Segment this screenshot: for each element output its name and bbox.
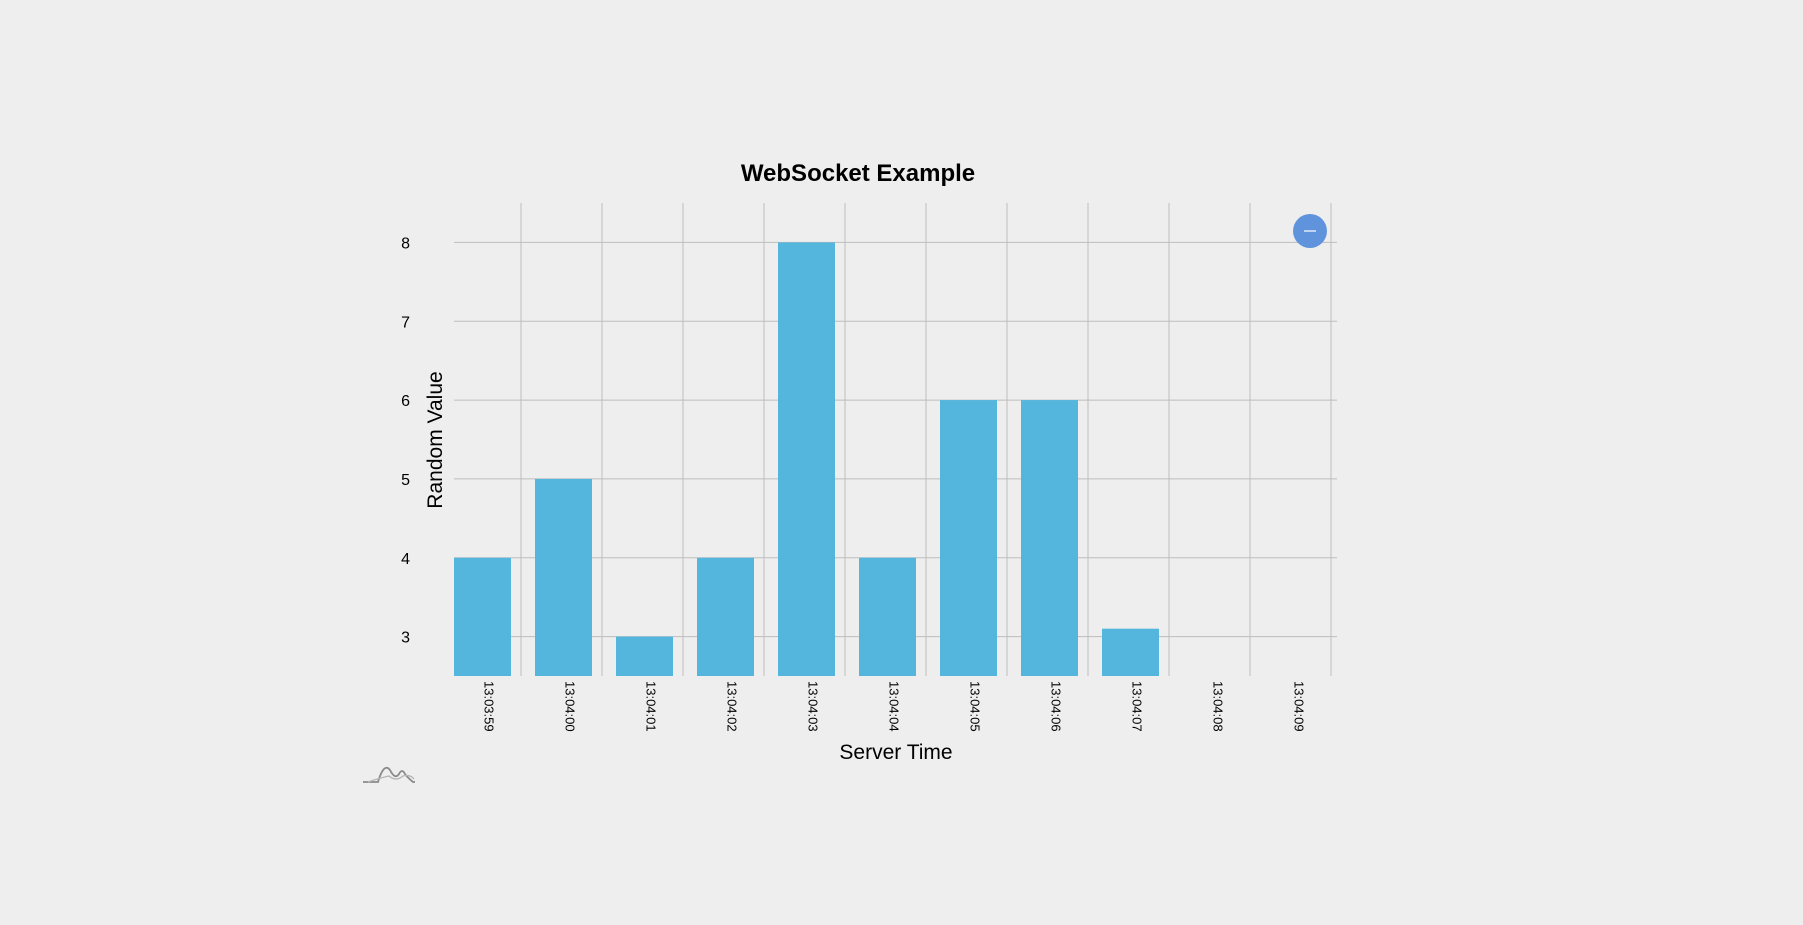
x-tick-label: 13:04:03 (806, 681, 821, 732)
bar-13:04:03[interactable] (778, 242, 835, 676)
y-axis-ticks: 3 4 5 6 7 8 (401, 235, 410, 646)
x-tick-label: 13:04:04 (887, 681, 902, 732)
chart-title: WebSocket Example (741, 160, 975, 187)
x-tick-label: 13:04:01 (644, 681, 659, 732)
x-tick-label: 13:04:05 (968, 681, 983, 732)
bar-13:03:59[interactable] (454, 557, 511, 676)
x-tick-label: 13:04:07 (1130, 681, 1145, 732)
grid (454, 203, 1337, 676)
y-tick-label: 5 (401, 472, 410, 489)
bar-13:04:04[interactable] (859, 557, 916, 676)
x-tick-label: 13:04:02 (725, 681, 740, 732)
x-tick-label: 13:04:09 (1292, 681, 1307, 732)
x-axis-label: Server Time (839, 741, 952, 764)
y-tick-label: 4 (401, 551, 410, 568)
x-axis-ticks: 13:03:59 13:04:00 13:04:01 13:04:02 13:04:03… (482, 681, 1307, 732)
bars (454, 242, 1159, 676)
bar-13:04:06[interactable] (1021, 400, 1078, 676)
y-tick-label: 7 (401, 314, 410, 331)
x-tick-label: 13:04:08 (1211, 681, 1226, 732)
y-tick-label: 8 (401, 235, 410, 252)
bar-13:04:00[interactable] (535, 478, 592, 676)
y-axis-label: Random Value (424, 371, 447, 508)
x-tick-label: 13:03:59 (482, 681, 497, 732)
x-tick-label: 13:04:00 (563, 681, 578, 732)
y-tick-label: 6 (401, 393, 410, 410)
bar-13:04:07[interactable] (1102, 628, 1159, 676)
y-tick-label: 3 (401, 630, 410, 647)
collapse-toggle-button[interactable] (1293, 214, 1327, 248)
bell-curve-logo (363, 766, 415, 783)
bar-13:04:05[interactable] (940, 400, 997, 676)
x-tick-label: 13:04:06 (1049, 681, 1064, 732)
bar-13:04:02[interactable] (697, 557, 754, 676)
bar-13:04:01[interactable] (616, 636, 673, 676)
